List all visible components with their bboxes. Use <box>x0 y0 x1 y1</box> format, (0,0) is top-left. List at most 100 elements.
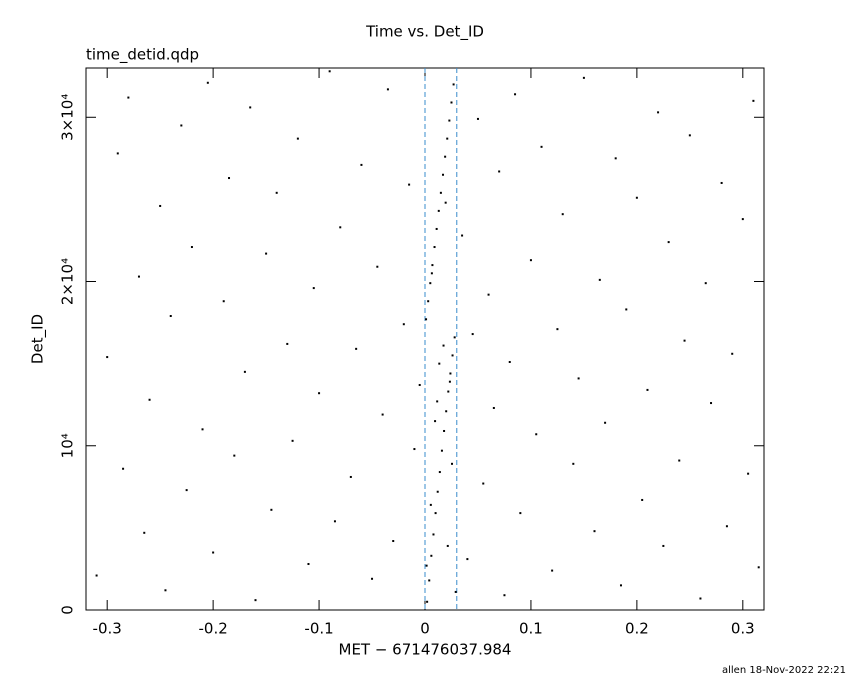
point <box>425 564 428 567</box>
point <box>731 352 734 355</box>
point <box>381 413 384 416</box>
point <box>683 339 686 342</box>
point <box>254 599 257 602</box>
point <box>438 471 441 474</box>
point <box>159 204 162 207</box>
y-tick-label: 0 <box>59 605 77 615</box>
x-tick-label: 0.1 <box>519 620 543 638</box>
point <box>307 563 310 566</box>
point <box>426 600 429 603</box>
point <box>431 264 434 267</box>
point <box>657 111 660 114</box>
point <box>476 117 479 120</box>
point <box>487 293 490 296</box>
point <box>561 213 564 216</box>
point <box>116 152 119 155</box>
chart-subtitle: time_detid.qdp <box>86 46 199 65</box>
point <box>127 96 130 99</box>
point <box>312 287 315 290</box>
y-tick-label: 2×10⁴ <box>59 258 77 305</box>
point <box>185 489 188 492</box>
point <box>212 551 215 554</box>
point <box>222 300 225 303</box>
point <box>430 554 433 557</box>
point <box>540 145 543 148</box>
point <box>355 347 358 350</box>
point <box>438 362 441 365</box>
x-tick-label: -0.3 <box>93 620 122 638</box>
point <box>270 508 273 511</box>
y-tick-label: 10⁴ <box>59 433 77 458</box>
point <box>425 318 428 321</box>
point <box>452 83 455 86</box>
point <box>449 372 452 375</box>
point <box>451 354 454 357</box>
point <box>529 259 532 262</box>
point <box>445 410 448 413</box>
point <box>275 191 278 194</box>
point <box>339 226 342 229</box>
point <box>318 392 321 395</box>
point <box>572 462 575 465</box>
point <box>442 173 445 176</box>
point <box>710 402 713 405</box>
point <box>429 503 432 506</box>
point <box>551 569 554 572</box>
point <box>429 282 432 285</box>
point <box>514 93 517 96</box>
point <box>614 157 617 160</box>
point <box>535 433 538 436</box>
point <box>593 530 596 533</box>
point <box>667 241 670 244</box>
point <box>448 119 451 122</box>
point <box>433 246 436 249</box>
point <box>376 265 379 268</box>
point <box>747 472 750 475</box>
point <box>148 398 151 401</box>
point <box>741 218 744 221</box>
point <box>482 482 485 485</box>
footer: allen 18-Nov-2022 22:21 <box>722 665 846 676</box>
point <box>625 308 628 311</box>
point <box>328 70 331 73</box>
point <box>451 462 454 465</box>
point <box>641 498 644 501</box>
point <box>333 520 336 523</box>
point <box>450 101 453 104</box>
point <box>427 300 430 303</box>
point <box>228 177 231 180</box>
point <box>418 383 421 386</box>
point <box>432 533 435 536</box>
point <box>635 196 638 199</box>
point <box>291 439 294 442</box>
point <box>95 574 98 577</box>
point <box>720 181 723 184</box>
point <box>428 579 431 582</box>
point <box>446 544 449 547</box>
point <box>402 323 405 326</box>
point <box>443 429 446 432</box>
point <box>598 278 601 281</box>
point <box>471 333 474 336</box>
point <box>206 81 209 84</box>
point <box>619 584 622 587</box>
point <box>704 282 707 285</box>
point <box>503 594 506 597</box>
point <box>453 336 456 339</box>
x-tick-label: 0.2 <box>625 620 649 638</box>
point <box>752 99 755 102</box>
point <box>233 454 236 457</box>
point <box>492 406 495 409</box>
point <box>688 134 691 137</box>
x-tick-label: -0.2 <box>198 620 227 638</box>
point <box>439 191 442 194</box>
point <box>519 512 522 515</box>
point <box>646 388 649 391</box>
point <box>440 449 443 452</box>
point <box>461 234 464 237</box>
point <box>508 360 511 363</box>
point <box>678 459 681 462</box>
point <box>122 467 125 470</box>
point <box>349 475 352 478</box>
point <box>757 566 760 569</box>
